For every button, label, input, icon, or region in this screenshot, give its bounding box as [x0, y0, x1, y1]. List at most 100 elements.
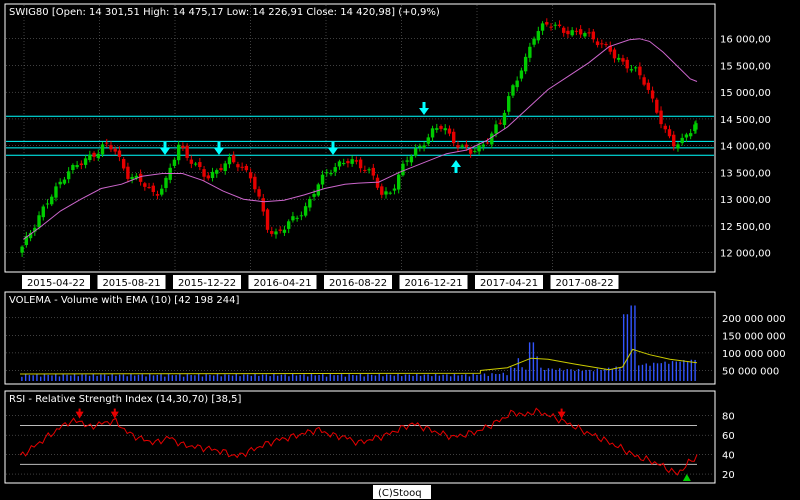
- candle-body: [650, 90, 655, 99]
- candle-body: [282, 229, 287, 233]
- candle-body: [494, 124, 498, 134]
- candle-body: [291, 216, 295, 221]
- date-tick-label: 2015-08-21: [102, 278, 160, 289]
- candle-body: [261, 198, 265, 212]
- candle-body: [375, 177, 380, 188]
- candle-body: [435, 128, 439, 130]
- price-tick-label: 13 000,00: [720, 195, 771, 206]
- candle-body: [663, 125, 667, 130]
- candle-body: [219, 168, 223, 171]
- candle-body: [223, 163, 227, 171]
- candle-body: [295, 217, 299, 219]
- candle-body: [257, 189, 261, 197]
- candle-body: [20, 246, 24, 253]
- price-tick-label: 14 500,00: [720, 115, 771, 126]
- rsi-sell-marker: [75, 411, 84, 419]
- date-tick-box: [22, 275, 90, 289]
- candle-body: [325, 172, 329, 174]
- candle-body: [490, 133, 494, 145]
- candle-body: [468, 149, 473, 154]
- moving-average-line: [23, 38, 698, 240]
- price-tick-label: 16 000,00: [720, 35, 771, 46]
- candle-body: [595, 41, 600, 46]
- candle-body: [443, 128, 447, 131]
- candle-body: [354, 160, 359, 162]
- candle-body: [79, 163, 84, 166]
- candle-body: [536, 31, 541, 41]
- candle-body: [346, 161, 350, 164]
- candle-body: [473, 150, 477, 152]
- price-panel: SWIG80 [Open: 14 301,51 High: 14 475,17 …: [4, 3, 771, 273]
- date-tick-label: 2016-08-22: [329, 278, 387, 289]
- candle-body: [299, 215, 304, 217]
- date-tick-label: 2015-12-22: [178, 278, 236, 289]
- candle-body: [553, 24, 557, 26]
- candle-body: [672, 134, 676, 147]
- candle-body: [83, 158, 88, 165]
- candle-body: [105, 142, 109, 144]
- volume-tick-label: 50 000 000: [722, 366, 779, 377]
- rsi-panel-title: RSI - Relative Strength Index (14,30,70)…: [9, 394, 242, 405]
- candle-body: [329, 172, 333, 175]
- candle-body: [574, 30, 579, 32]
- candle-body: [126, 166, 130, 179]
- candle-body: [523, 56, 528, 72]
- candle-body: [54, 186, 58, 198]
- footer-box: [373, 485, 431, 499]
- candle-body: [33, 227, 37, 232]
- date-tick-label: 2016-04-21: [253, 278, 311, 289]
- candle-body: [629, 69, 634, 71]
- candle-body: [600, 43, 604, 45]
- candle-body: [485, 142, 490, 144]
- candle-body: [388, 192, 392, 194]
- candle-body: [405, 160, 409, 162]
- candle-body: [621, 58, 625, 62]
- price-tick-label: 13 500,00: [720, 168, 771, 179]
- candle-body: [578, 29, 583, 35]
- candle-body: [519, 70, 524, 79]
- candle-body: [439, 126, 443, 129]
- candle-body: [507, 96, 511, 112]
- candle-body: [426, 137, 431, 144]
- candle-body: [528, 46, 532, 58]
- price-tick-label: 15 500,00: [720, 61, 771, 72]
- candle-body: [147, 187, 151, 189]
- rsi-panel-frame: [4, 390, 716, 484]
- candle-body: [384, 191, 388, 195]
- candle-body: [371, 167, 376, 176]
- candle-body: [532, 38, 536, 45]
- candle-body: [193, 163, 198, 165]
- candle-body: [460, 145, 464, 147]
- rsi-sell-marker: [110, 411, 119, 419]
- candle-body: [117, 150, 122, 157]
- candle-body: [676, 144, 680, 149]
- candle-body: [185, 145, 189, 158]
- candle-body: [265, 209, 270, 230]
- candle-body: [316, 184, 320, 196]
- candle-body: [308, 198, 312, 208]
- candle-body: [464, 144, 469, 148]
- volume-tick-label: 100 000 000: [722, 349, 786, 360]
- candle-body: [540, 23, 545, 31]
- candle-body: [134, 175, 139, 179]
- candle-body: [155, 194, 160, 196]
- candle-body: [303, 206, 308, 216]
- price-panel-title: SWIG80 [Open: 14 301,51 High: 14 475,17 …: [9, 7, 440, 18]
- date-tick-label: 2015-04-22: [27, 278, 85, 289]
- candle-body: [210, 171, 215, 178]
- candle-body: [244, 165, 249, 171]
- candle-body: [236, 164, 240, 168]
- candle-body: [121, 159, 126, 169]
- candle-body: [92, 152, 96, 157]
- candle-body: [176, 144, 181, 161]
- signal-arrow: [328, 148, 338, 155]
- candle-body: [278, 229, 282, 231]
- date-tick-box: [324, 275, 392, 289]
- price-panel-frame: [4, 3, 716, 273]
- candle-body: [109, 145, 113, 150]
- candle-body: [66, 171, 71, 180]
- date-tick-box: [550, 275, 619, 289]
- candle-body: [612, 49, 617, 59]
- candle-body: [570, 30, 574, 36]
